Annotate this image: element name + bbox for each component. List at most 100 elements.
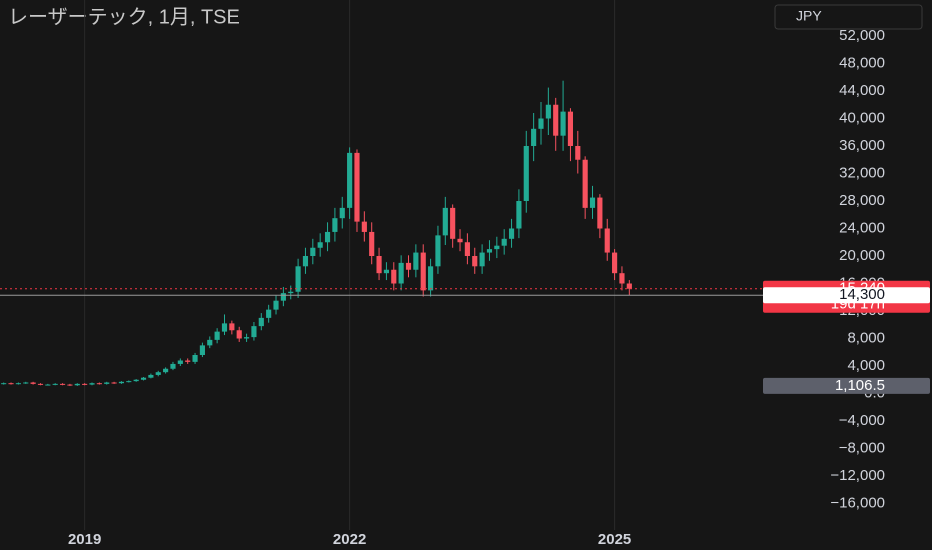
candle-body bbox=[531, 128, 537, 146]
candle-body bbox=[516, 201, 522, 229]
candle-body bbox=[104, 382, 110, 384]
candle-body bbox=[30, 382, 36, 384]
candle-body bbox=[229, 323, 235, 331]
candle-body bbox=[604, 228, 610, 253]
candle-body bbox=[192, 355, 198, 362]
candle-body bbox=[45, 384, 51, 386]
candle-body bbox=[523, 146, 529, 201]
candle-body bbox=[626, 283, 632, 289]
candle-body bbox=[428, 266, 434, 291]
currency-label[interactable]: JPY bbox=[796, 8, 822, 24]
candle-body bbox=[89, 383, 95, 385]
candle-body bbox=[369, 231, 375, 256]
candle-body bbox=[302, 256, 309, 267]
y-tick-label: 20,000 bbox=[839, 247, 885, 264]
candle-body bbox=[347, 152, 353, 208]
candle-body bbox=[553, 104, 559, 136]
currency-button[interactable] bbox=[774, 4, 923, 30]
candle-body bbox=[8, 383, 14, 385]
candle-body bbox=[37, 383, 44, 385]
candle-body bbox=[52, 383, 58, 385]
y-tick-label: −16,000 bbox=[830, 494, 885, 511]
candle-body bbox=[185, 360, 191, 362]
candle-body bbox=[361, 221, 367, 232]
y-tick-label: 44,000 bbox=[839, 82, 885, 99]
candle-body bbox=[126, 381, 132, 383]
candle-body bbox=[163, 368, 169, 373]
price-label: 14,300 bbox=[839, 286, 885, 303]
y-tick-label: 52,000 bbox=[839, 27, 885, 44]
candle-body bbox=[567, 111, 574, 146]
y-tick-label: 24,000 bbox=[839, 219, 885, 236]
candle-body bbox=[597, 197, 603, 229]
candle-body bbox=[405, 262, 412, 270]
candle-body bbox=[324, 231, 331, 243]
x-tick-label: 2019 bbox=[68, 531, 101, 548]
candle-body bbox=[295, 266, 301, 292]
candle-body bbox=[479, 252, 485, 267]
candle-body bbox=[457, 238, 463, 243]
candle-body bbox=[435, 235, 441, 267]
candle-body bbox=[376, 256, 382, 274]
candle-body bbox=[15, 383, 21, 385]
candle-body bbox=[442, 207, 448, 236]
y-tick-label: −8,000 bbox=[839, 439, 885, 456]
candle-body bbox=[575, 146, 581, 160]
candle-body bbox=[472, 256, 478, 267]
y-tick-label: 36,000 bbox=[839, 137, 885, 154]
candle-body bbox=[310, 247, 316, 256]
candle-body bbox=[354, 152, 360, 222]
candle-body bbox=[111, 382, 117, 384]
candle-body bbox=[317, 242, 323, 248]
candle-body bbox=[199, 345, 205, 355]
candle-body bbox=[288, 291, 294, 294]
candle-body bbox=[339, 207, 345, 219]
candle-body bbox=[155, 372, 161, 375]
candle-body bbox=[494, 245, 500, 250]
candle-body bbox=[214, 331, 220, 340]
y-tick-label: −4,000 bbox=[839, 412, 885, 429]
candle-body bbox=[450, 207, 456, 239]
candle-body bbox=[170, 363, 176, 369]
chart-title: レーザーテック, 1月, TSE bbox=[8, 5, 240, 28]
y-tick-label: 32,000 bbox=[839, 164, 885, 181]
y-tick-label: 28,000 bbox=[839, 192, 885, 209]
x-tick-label: 2025 bbox=[598, 531, 631, 548]
x-tick-label: 2022 bbox=[333, 531, 366, 548]
candle-body bbox=[118, 381, 125, 384]
candle-body bbox=[251, 326, 257, 338]
candle-body bbox=[82, 383, 88, 385]
y-tick-label: −12,000 bbox=[830, 467, 885, 484]
price-label: 1,106.5 bbox=[835, 377, 885, 394]
candle-body bbox=[266, 309, 272, 318]
candle-body bbox=[140, 377, 147, 380]
candle-body bbox=[133, 379, 139, 382]
price-label-box bbox=[763, 377, 930, 394]
candle-body bbox=[273, 300, 279, 310]
candle-body bbox=[545, 104, 551, 119]
candle-body bbox=[96, 383, 102, 385]
candle-body bbox=[1, 383, 7, 385]
candle-body bbox=[67, 384, 73, 386]
y-tick-label: 8,000 bbox=[847, 329, 885, 346]
candle-body bbox=[508, 228, 515, 239]
candle-body bbox=[560, 111, 566, 136]
candle-body bbox=[280, 293, 286, 301]
candle-body bbox=[398, 262, 404, 284]
candle-body bbox=[243, 337, 250, 339]
candle-body bbox=[612, 252, 618, 274]
candle-body bbox=[236, 330, 242, 339]
candle-body bbox=[74, 383, 80, 386]
candle-body bbox=[221, 323, 228, 332]
candle-body bbox=[413, 252, 419, 270]
candle-body bbox=[464, 242, 470, 256]
candle-body bbox=[59, 383, 66, 385]
candle-body bbox=[486, 249, 493, 253]
candle-body bbox=[258, 317, 264, 327]
price-label-box bbox=[763, 287, 930, 304]
y-tick-label: 4,000 bbox=[847, 357, 885, 374]
candle-body bbox=[207, 339, 213, 346]
